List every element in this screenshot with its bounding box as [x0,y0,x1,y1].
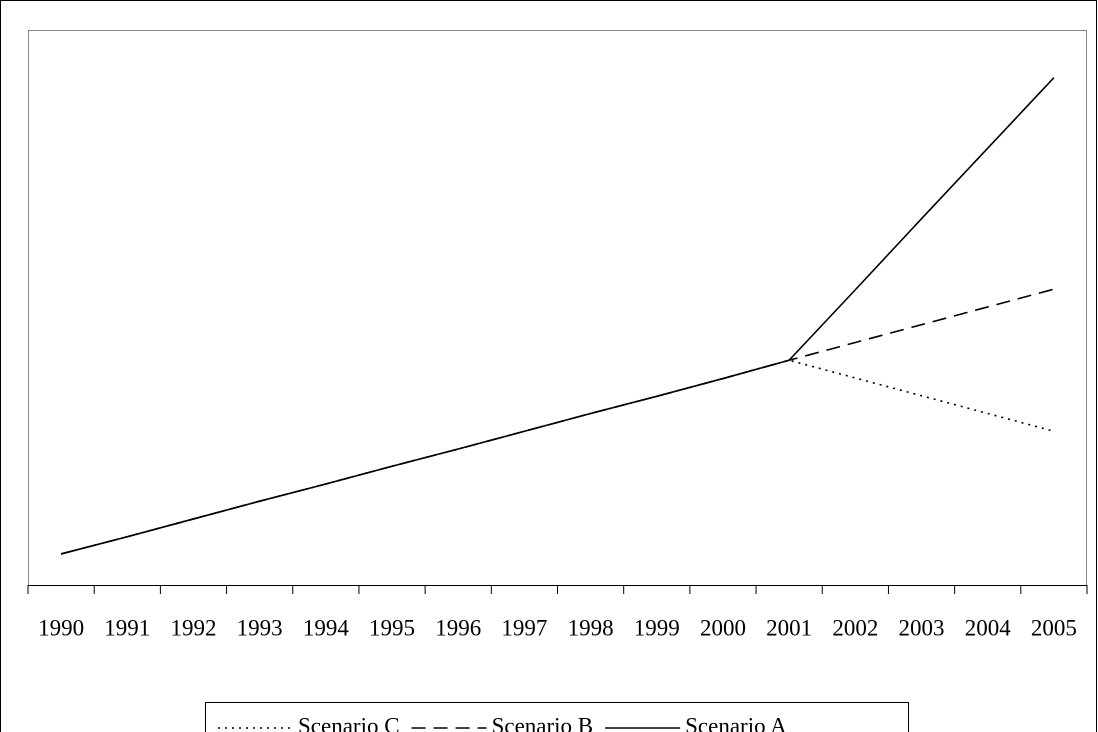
x-tick-label: 2000 [700,615,746,640]
x-tick-label: 1997 [501,615,547,640]
x-tick-label: 1992 [170,615,216,640]
series-line [60,77,1055,555]
x-tick-label: 1998 [568,615,614,640]
legend-label: Scenario B [492,713,594,732]
series-line [60,359,1055,555]
x-tick-label: 1999 [634,615,680,640]
x-tick-label: 1990 [38,615,84,640]
x-tick-label: 2002 [832,615,878,640]
legend-label: Scenario A [685,713,787,732]
x-tick-label: 1996 [435,615,481,640]
plot-frame [28,30,1087,586]
x-tick-label: 1993 [237,615,283,640]
x-tick-label: 1994 [303,615,350,640]
legend-label: Scenario C [298,713,400,732]
x-tick-label: 2005 [1031,615,1077,640]
x-tick-label: 2004 [965,615,1012,640]
legend [205,702,909,732]
x-tick-label: 1995 [369,615,415,640]
x-tick-label: 2003 [899,615,945,640]
x-tick-label: 2001 [766,615,812,640]
x-tick-label: 1991 [104,615,150,640]
